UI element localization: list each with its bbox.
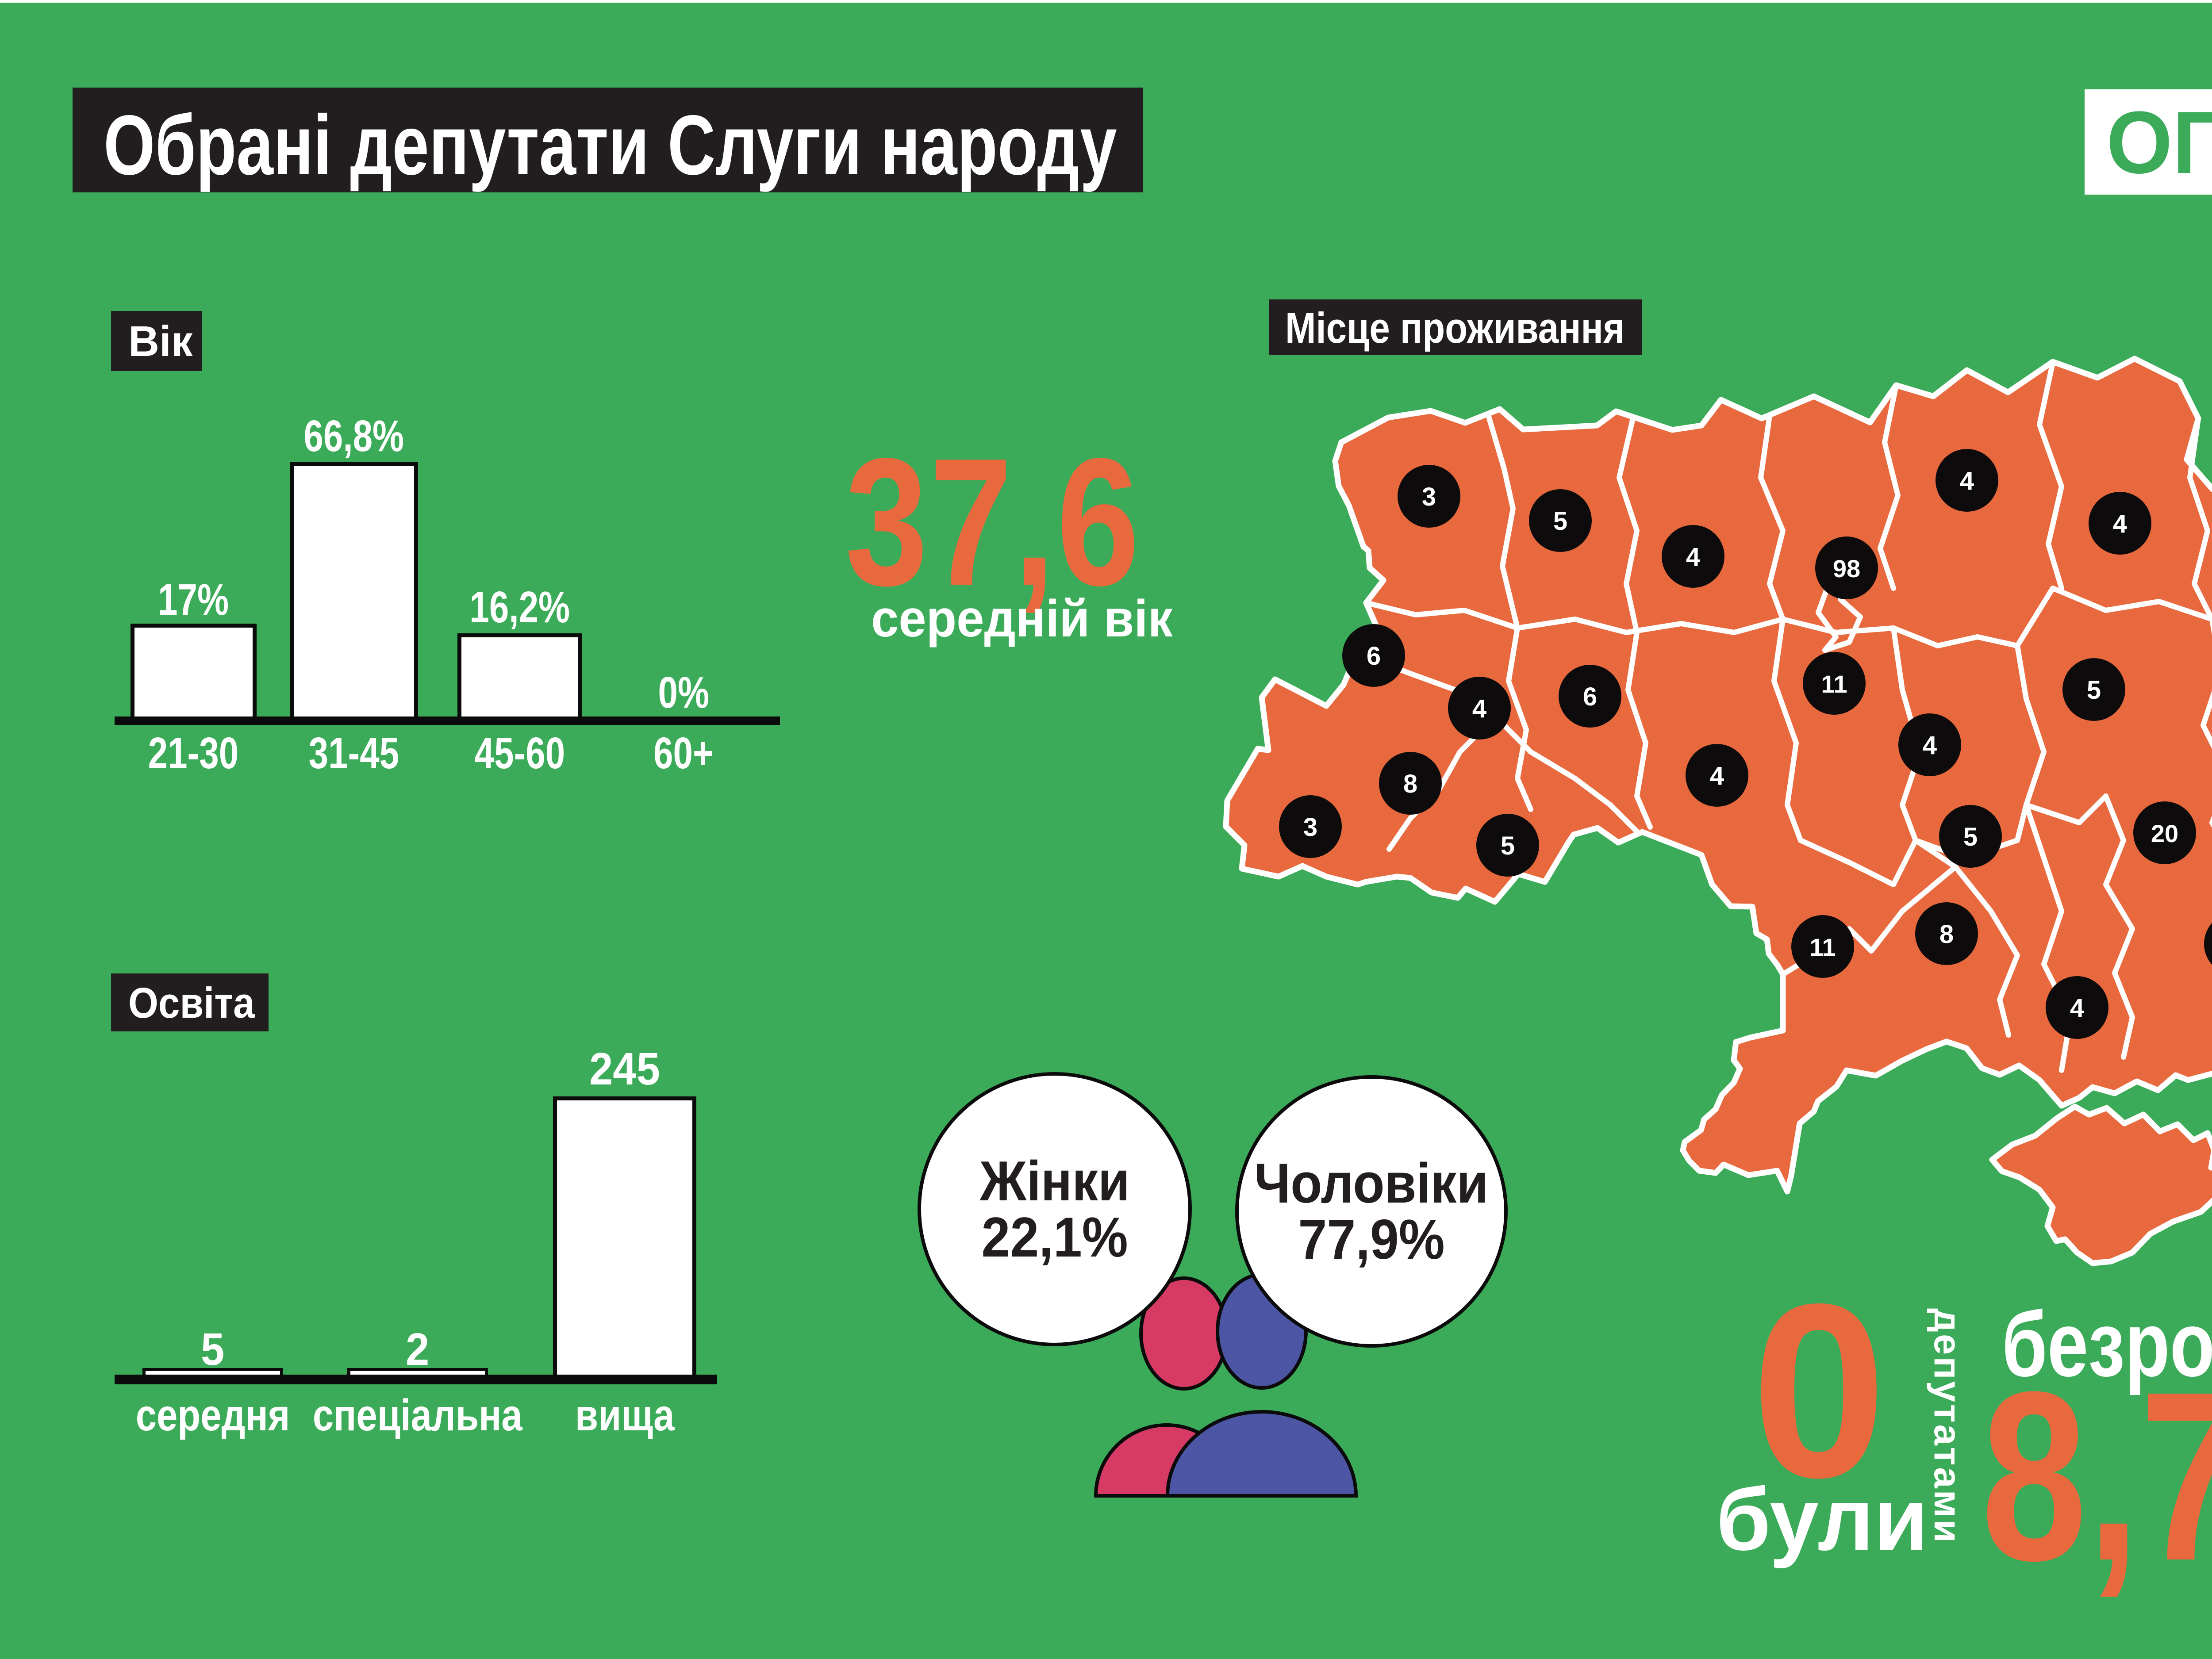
svg-text:3: 3	[1303, 813, 1317, 842]
svg-text:4: 4	[1686, 543, 1700, 571]
svg-text:8: 8	[1939, 920, 1954, 949]
svg-text:6: 6	[1583, 682, 1597, 711]
svg-text:5: 5	[1501, 831, 1515, 860]
svg-text:5: 5	[2087, 676, 2101, 705]
svg-text:4: 4	[1710, 762, 1724, 790]
svg-text:4: 4	[1923, 731, 1937, 760]
svg-text:11: 11	[1821, 670, 1847, 698]
svg-text:11: 11	[1809, 933, 1836, 961]
svg-text:4: 4	[1472, 694, 1486, 723]
svg-text:5: 5	[1963, 823, 1978, 851]
svg-text:4: 4	[1960, 467, 1974, 495]
svg-text:98: 98	[1833, 555, 1860, 582]
svg-text:4: 4	[2113, 510, 2127, 538]
svg-text:5: 5	[1553, 507, 1567, 536]
svg-text:3: 3	[1422, 483, 1436, 511]
svg-text:6: 6	[1367, 642, 1381, 670]
svg-text:4: 4	[2070, 994, 2084, 1023]
svg-text:20: 20	[2151, 820, 2178, 847]
svg-text:8: 8	[1403, 770, 1417, 798]
